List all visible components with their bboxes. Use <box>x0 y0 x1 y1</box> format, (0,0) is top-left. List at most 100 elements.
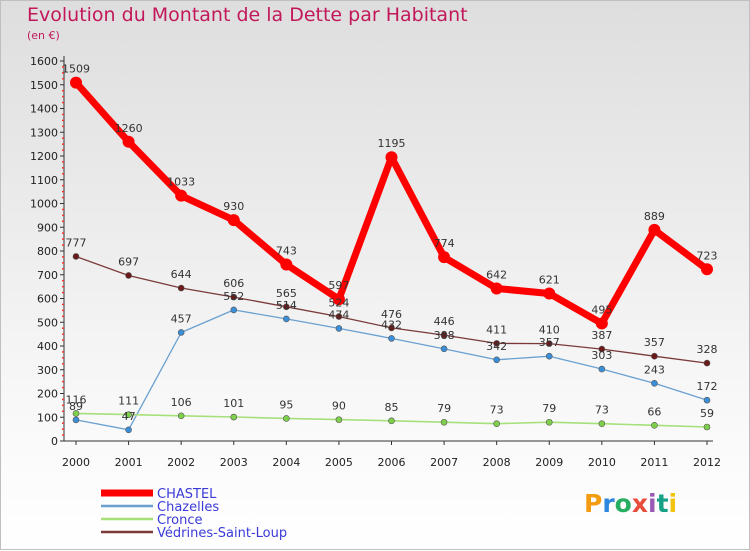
data-point <box>283 315 290 323</box>
y-tick-label: 900 <box>37 221 58 234</box>
data-label: 552 <box>223 290 244 303</box>
data-label: 777 <box>66 236 87 249</box>
data-point <box>385 151 398 164</box>
brand-letter: t <box>656 489 669 518</box>
y-tick-label: 700 <box>37 269 58 282</box>
brand-letter: r <box>602 489 615 518</box>
data-point <box>283 415 290 422</box>
data-point <box>175 189 188 202</box>
data-point <box>177 329 185 336</box>
data-label: 621 <box>539 274 560 287</box>
data-label: 116 <box>66 393 87 406</box>
data-label: 597 <box>328 279 349 292</box>
data-point <box>598 420 606 427</box>
legend-label: Chazelles <box>157 500 219 515</box>
data-point <box>72 253 80 260</box>
y-tick-label: 1500 <box>30 79 58 92</box>
data-point <box>543 287 556 300</box>
data-label: 606 <box>223 277 244 290</box>
data-label: 357 <box>539 336 560 349</box>
data-label: 172 <box>697 380 718 393</box>
data-point <box>438 251 451 264</box>
data-label: 1033 <box>167 176 195 189</box>
data-point <box>388 324 395 332</box>
data-label: 930 <box>223 200 244 213</box>
data-label: 565 <box>276 287 297 300</box>
data-label: 697 <box>118 255 139 268</box>
data-label: 723 <box>697 249 718 262</box>
y-tick-label: 1600 <box>30 55 58 68</box>
data-label: 47 <box>122 410 136 423</box>
data-point <box>72 410 80 417</box>
data-label: 342 <box>486 340 507 353</box>
data-point <box>283 303 290 311</box>
data-point <box>440 345 448 353</box>
data-point <box>70 76 82 89</box>
data-label: 474 <box>328 308 349 321</box>
data-point <box>230 293 238 301</box>
data-point <box>598 365 606 373</box>
data-label: 642 <box>486 269 507 282</box>
y-tick-label: 1000 <box>30 198 58 211</box>
x-tick-label: 2009 <box>535 456 563 469</box>
data-point <box>177 284 185 292</box>
data-label: 59 <box>700 407 714 420</box>
x-tick-label: 2006 <box>378 456 406 469</box>
x-tick-label: 2007 <box>430 456 458 469</box>
data-label: 495 <box>591 303 612 316</box>
data-label: 95 <box>279 398 293 411</box>
data-point <box>177 412 185 420</box>
data-point <box>703 359 711 367</box>
data-label: 101 <box>223 397 244 410</box>
data-label: 774 <box>434 237 455 250</box>
data-point <box>335 313 343 320</box>
data-label: 73 <box>490 404 504 417</box>
x-tick-label: 2004 <box>272 456 300 469</box>
y-tick-label: 600 <box>37 293 58 306</box>
data-point <box>388 417 395 425</box>
data-label: 524 <box>328 297 349 310</box>
data-label: 476 <box>381 308 402 321</box>
data-point <box>332 293 345 306</box>
x-tick-label: 2002 <box>167 456 195 469</box>
data-point <box>125 272 132 279</box>
data-point <box>703 396 711 404</box>
data-label: 1195 <box>378 137 406 150</box>
data-point <box>335 416 343 423</box>
data-label: 85 <box>385 401 399 414</box>
data-point <box>651 352 658 360</box>
legend-label: Cronce <box>157 513 202 528</box>
brand-letter: i <box>668 489 678 518</box>
brand-letter: i <box>648 489 657 518</box>
data-label: 1509 <box>62 63 90 76</box>
data-label: 111 <box>118 395 139 408</box>
data-point <box>595 317 608 330</box>
data-label: 1260 <box>115 122 143 135</box>
data-point <box>125 411 132 418</box>
data-label: 889 <box>644 210 665 223</box>
data-label: 644 <box>171 268 192 281</box>
x-tick-label: 2010 <box>588 456 616 469</box>
data-point <box>230 306 238 314</box>
x-tick-label: 2003 <box>220 456 248 469</box>
data-point <box>545 352 553 360</box>
data-point <box>703 423 711 431</box>
x-tick-label: 2011 <box>640 456 668 469</box>
data-label: 457 <box>171 312 192 325</box>
data-point <box>493 340 500 347</box>
y-tick-label: 1100 <box>30 174 58 187</box>
data-point <box>545 340 553 347</box>
data-label: 446 <box>434 315 455 328</box>
brand-letter: x <box>631 489 648 518</box>
data-point <box>230 413 238 421</box>
data-point <box>493 356 500 364</box>
y-tick-label: 1300 <box>30 126 58 139</box>
data-label: 106 <box>171 396 192 409</box>
x-tick-label: 2012 <box>693 456 721 469</box>
brand-logo: Proxiti <box>584 489 677 518</box>
data-point <box>701 263 713 276</box>
x-tick-label: 2008 <box>483 456 511 469</box>
data-label: 243 <box>644 363 665 376</box>
